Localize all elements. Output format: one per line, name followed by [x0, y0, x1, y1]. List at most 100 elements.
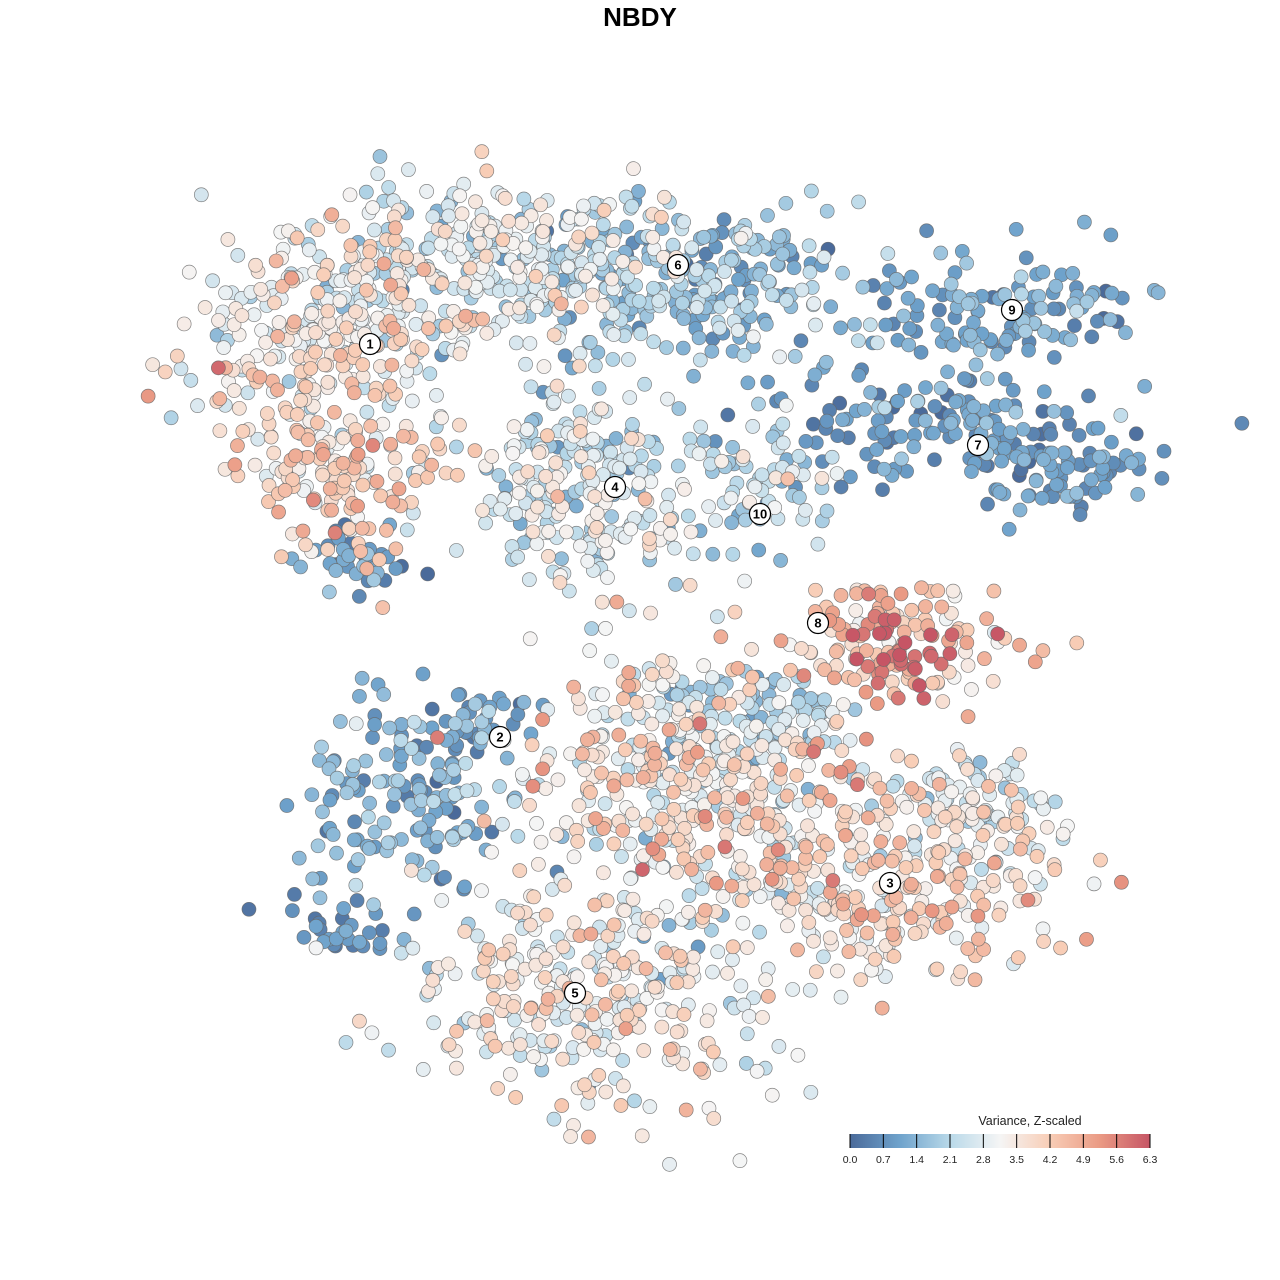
- data-point: [1128, 426, 1144, 442]
- data-point: [157, 364, 173, 380]
- data-point: [388, 220, 403, 236]
- data-point: [807, 367, 823, 383]
- data-point: [830, 963, 845, 979]
- data-point: [711, 695, 727, 711]
- cluster-label-text: 2: [496, 730, 503, 745]
- data-point: [361, 809, 376, 825]
- data-point: [1104, 434, 1119, 450]
- data-point: [512, 300, 527, 316]
- cluster-label-badge: [748, 502, 772, 526]
- data-point: [732, 1153, 748, 1169]
- data-point: [1039, 819, 1055, 835]
- data-point: [281, 374, 297, 389]
- data-point: [913, 345, 929, 360]
- data-point: [701, 499, 716, 515]
- data-point: [693, 1061, 708, 1077]
- data-point: [1077, 214, 1092, 230]
- data-point: [904, 269, 919, 285]
- data-point: [985, 673, 1001, 689]
- data-point: [804, 183, 819, 199]
- data-point: [949, 819, 965, 834]
- data-point: [902, 321, 918, 336]
- data-point: [263, 351, 278, 367]
- data-point: [798, 902, 814, 918]
- data-point: [308, 918, 324, 934]
- data-point: [930, 583, 946, 599]
- data-point: [977, 651, 992, 667]
- data-point: [508, 1090, 524, 1105]
- data-point: [800, 818, 815, 834]
- data-point: [809, 964, 824, 980]
- data-point: [992, 485, 1008, 500]
- data-point: [681, 904, 696, 920]
- data-point: [520, 464, 536, 480]
- data-point: [378, 747, 394, 762]
- data-point: [642, 508, 658, 523]
- data-point: [474, 799, 489, 815]
- data-point: [919, 223, 934, 239]
- data-point: [624, 198, 640, 214]
- data-point: [314, 739, 329, 755]
- data-point: [1063, 332, 1078, 348]
- data-point: [739, 1026, 755, 1042]
- data-point: [996, 441, 1012, 456]
- cluster-label-8: 8: [806, 611, 830, 635]
- data-point: [806, 744, 821, 760]
- data-point: [411, 751, 427, 766]
- data-point: [833, 588, 849, 603]
- data-point: [889, 272, 904, 287]
- data-point: [212, 391, 228, 407]
- cluster-label-badge: [488, 725, 512, 749]
- data-point: [1156, 443, 1172, 459]
- data-point: [904, 602, 920, 618]
- data-point: [581, 954, 597, 970]
- legend-tick-label: 0.0: [843, 1154, 858, 1166]
- data-point: [581, 465, 597, 481]
- data-point: [375, 416, 391, 432]
- data-point: [633, 464, 649, 479]
- data-point: [666, 784, 681, 800]
- data-point: [181, 264, 197, 280]
- data-point: [686, 368, 701, 384]
- data-point: [163, 410, 179, 426]
- cluster-label-text: 8: [814, 616, 821, 631]
- data-point: [425, 209, 441, 225]
- data-point: [587, 708, 603, 724]
- data-point: [739, 940, 755, 955]
- data-point: [859, 925, 875, 941]
- data-point: [873, 834, 889, 849]
- data-point: [385, 494, 401, 510]
- data-point: [696, 433, 712, 449]
- data-point: [998, 397, 1014, 413]
- data-point: [391, 481, 407, 497]
- data-point: [485, 991, 501, 1007]
- data-point: [1059, 405, 1075, 420]
- data-point: [270, 329, 286, 344]
- data-point: [1118, 325, 1133, 341]
- data-point: [879, 793, 895, 809]
- legend-title: Variance, Z-scaled: [978, 1114, 1082, 1128]
- data-point: [1113, 408, 1129, 423]
- data-point: [476, 813, 492, 829]
- data-point: [747, 479, 763, 495]
- data-point: [604, 509, 619, 524]
- data-point: [847, 672, 862, 688]
- data-point: [917, 803, 932, 818]
- data-point: [490, 1081, 506, 1096]
- data-point: [660, 391, 675, 407]
- data-point: [885, 914, 901, 930]
- data-point: [631, 293, 647, 309]
- data-point: [571, 798, 587, 813]
- data-point: [449, 1060, 464, 1076]
- data-point: [898, 860, 914, 875]
- data-point: [1012, 637, 1027, 653]
- data-point: [260, 406, 275, 421]
- data-point: [853, 972, 869, 988]
- data-point: [1031, 288, 1047, 304]
- data-point: [354, 670, 370, 686]
- data-point: [366, 572, 382, 588]
- data-point: [421, 321, 436, 336]
- data-point: [692, 352, 708, 368]
- data-point: [496, 696, 511, 712]
- data-point: [740, 375, 756, 391]
